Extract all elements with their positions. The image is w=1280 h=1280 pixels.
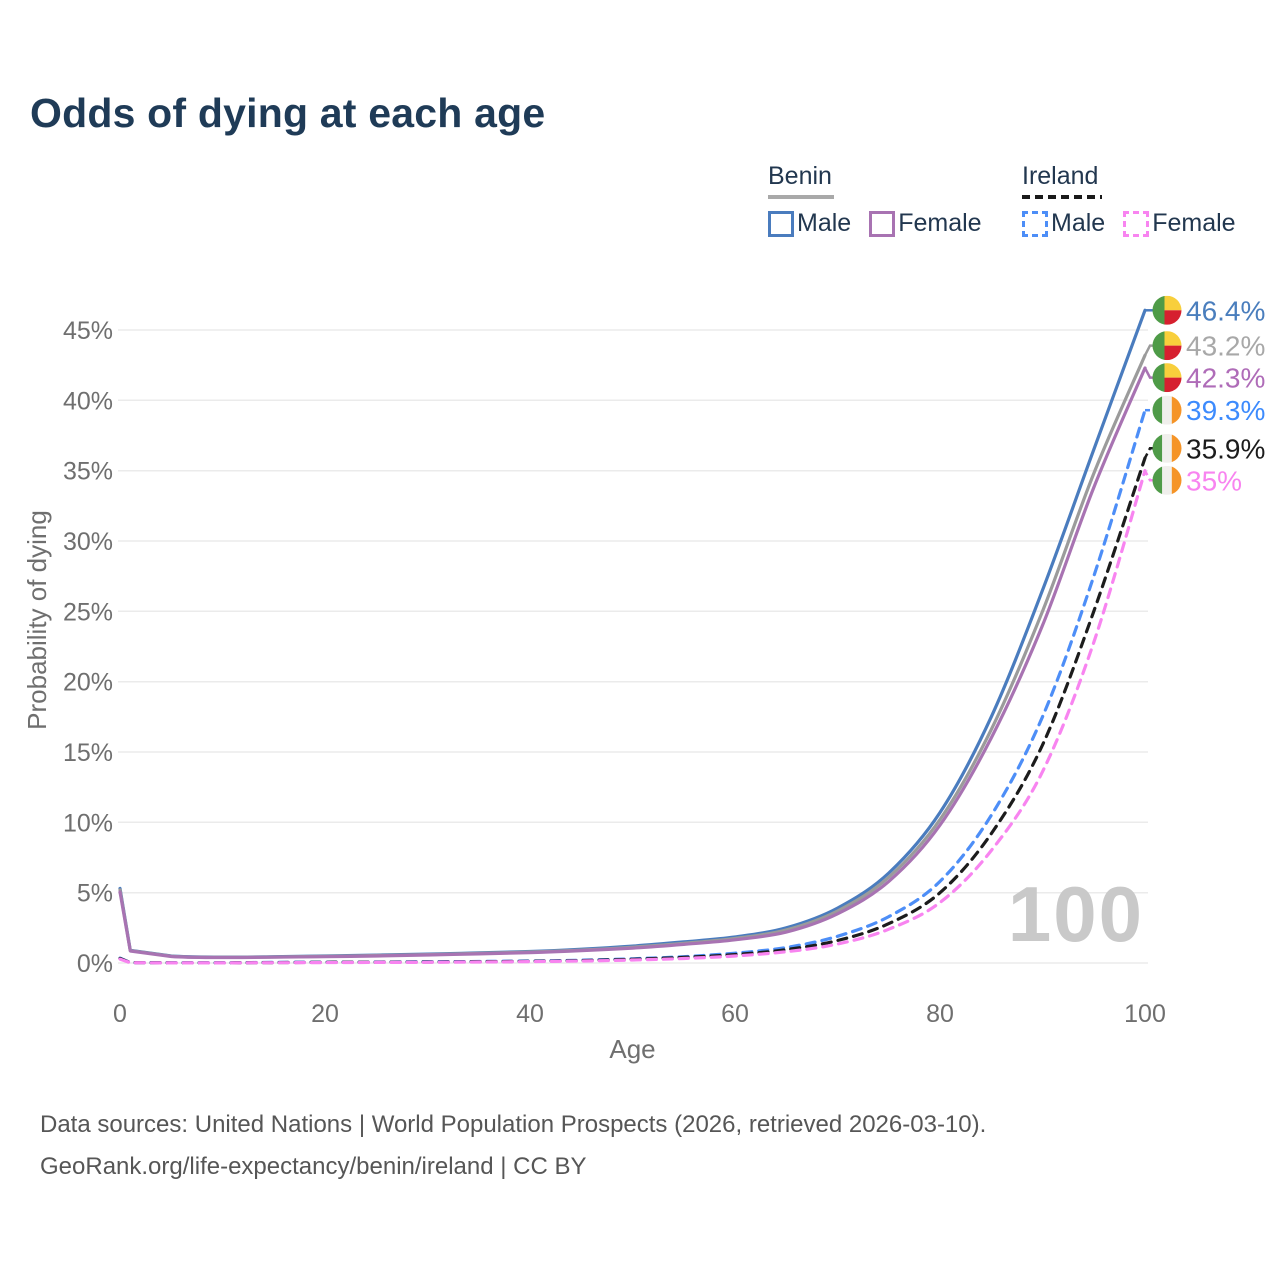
end-label-ireland-female: 35% (1186, 465, 1242, 496)
x-tick-label: 60 (721, 1000, 749, 1028)
legend-label-benin-male[interactable]: Male (797, 209, 852, 237)
label-connector (1143, 447, 1153, 459)
legend-country-ireland: Ireland (1022, 162, 1099, 190)
end-label-benin-female: 42.3% (1186, 363, 1265, 394)
y-tick-label: 40% (63, 387, 113, 415)
source-text: Data sources: United Nations | World Pop… (40, 1104, 986, 1188)
legend-swatch-benin-male[interactable] (768, 210, 794, 237)
x-tick-label: 100 (1124, 1000, 1166, 1028)
y-tick-label: 0% (77, 950, 113, 978)
y-axis-title: Probability of dying (22, 510, 52, 730)
series-line-ireland-female[interactable] (118, 469, 1147, 965)
y-tick-label: 25% (63, 598, 113, 626)
end-label-ireland-male: 39.3% (1186, 395, 1265, 426)
ireland-flag-icon (1152, 465, 1182, 495)
ireland-dashed-line-swatch (1022, 195, 1102, 199)
y-tick-label: 45% (63, 317, 113, 345)
y-tick-label: 10% (63, 809, 113, 837)
y-tick-label: 35% (63, 458, 113, 486)
legend-label-ireland-male[interactable]: Male (1051, 209, 1106, 237)
benin-flag-icon (1152, 363, 1182, 393)
attribution-line: GeoRank.org/life-expectancy/benin/irelan… (40, 1153, 587, 1180)
legend-label-ireland-female[interactable]: Female (1152, 209, 1236, 237)
legend-swatch-ireland-female[interactable] (1123, 210, 1150, 237)
x-tick-label: 0 (113, 1000, 127, 1028)
label-connector (1143, 367, 1153, 379)
legend-label-benin-female[interactable]: Female (898, 209, 982, 237)
legend-group-benin: Benin Male Female (768, 162, 1000, 238)
legend-country-benin: Benin (768, 162, 832, 190)
benin-flag-icon (1152, 295, 1182, 325)
series-line-benin-female[interactable] (118, 366, 1147, 960)
benin-flag-icon (1152, 331, 1182, 361)
data-source-line: Data sources: United Nations | World Pop… (40, 1111, 987, 1138)
ireland-flag-icon (1152, 433, 1182, 463)
end-label-benin-total: 43.2% (1186, 331, 1265, 362)
legend-group-ireland: Ireland Male Female (1022, 162, 1254, 238)
legend-swatch-ireland-male[interactable] (1022, 210, 1048, 237)
chart-title: Odds of dying at each age (30, 90, 546, 136)
benin-solid-line-swatch (768, 195, 834, 199)
series-line-benin-total[interactable] (118, 353, 1147, 960)
series-line-benin-male[interactable] (118, 308, 1147, 959)
series-line-ireland-total[interactable] (118, 456, 1147, 965)
end-label-benin-male: 46.4% (1186, 295, 1265, 326)
watermark-age-100: 100 (1008, 870, 1144, 958)
legend-swatch-benin-female[interactable] (869, 210, 896, 237)
y-tick-label: 15% (63, 739, 113, 767)
y-tick-label: 20% (63, 669, 113, 697)
x-tick-label: 40 (516, 1000, 544, 1028)
end-label-ireland-total: 35.9% (1186, 433, 1265, 464)
y-tick-label: 30% (63, 528, 113, 556)
x-tick-label: 20 (311, 1000, 339, 1028)
ireland-flag-icon (1152, 395, 1182, 425)
series-line-ireland-male[interactable] (118, 408, 1147, 965)
label-connector (1143, 470, 1153, 482)
y-tick-label: 5% (77, 880, 113, 908)
x-tick-label: 80 (926, 1000, 954, 1028)
x-axis-title: Age (609, 1034, 655, 1064)
label-connector (1143, 344, 1153, 356)
